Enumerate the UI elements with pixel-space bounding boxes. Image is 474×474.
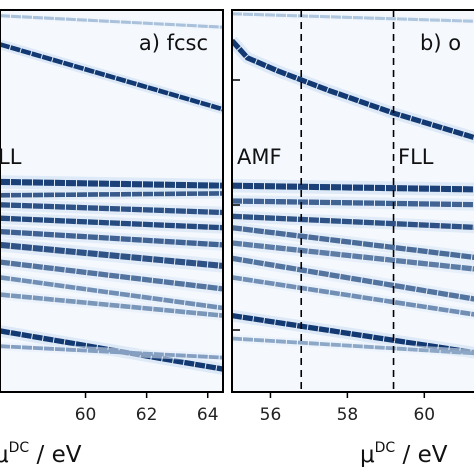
band-line — [232, 336, 474, 356]
panel-a-heatmap: 60 62 64 a) fcsc LL μDC / eV — [0, 9, 224, 468]
band-line — [0, 178, 223, 189]
band-line — [232, 240, 474, 272]
band-line — [0, 215, 223, 231]
band-line — [0, 259, 223, 292]
panel-a-x-axis-label: μDC / eV — [0, 440, 82, 468]
panel-b-label: b) o — [420, 31, 461, 55]
x-tick-label: 62 — [136, 405, 158, 425]
band-line — [232, 12, 474, 23]
panel-b-bands — [232, 10, 474, 359]
band-line — [0, 42, 223, 112]
panel-a-region-label-ll: LL — [0, 145, 22, 169]
panel-b-dashed-lines — [300, 10, 395, 392]
x-tick-label: 60 — [413, 405, 435, 425]
panel-b-heatmap: 56 58 60 b) o AMF FLL μDC / eV — [231, 9, 474, 468]
panel-a-frame — [0, 9, 224, 393]
x-tick-label: 56 — [260, 405, 282, 425]
band-line — [232, 198, 474, 208]
band-line — [232, 255, 474, 302]
band-line — [0, 202, 223, 216]
x-tick-label: 58 — [337, 405, 359, 425]
band-line — [232, 38, 474, 141]
band-line — [232, 275, 474, 317]
x-tick-label: 64 — [197, 405, 219, 425]
band-line — [232, 213, 474, 230]
band-line — [0, 275, 223, 311]
band-line — [0, 241, 223, 269]
panel-b-region-label-amf: AMF — [237, 145, 282, 169]
panel-b-region-label-fll: FLL — [398, 145, 434, 169]
band-line — [0, 292, 223, 318]
band-line — [232, 182, 474, 193]
panel-b-x-axis-label: μDC / eV — [360, 440, 448, 468]
panel-b-x-ticks: 56 58 60 — [260, 392, 435, 425]
x-tick-label: 60 — [75, 405, 97, 425]
band-line — [0, 228, 223, 248]
band-line — [0, 191, 223, 198]
panel-a-x-ticks: 60 62 64 — [75, 392, 219, 425]
panel-b-frame — [231, 9, 474, 393]
band-line — [0, 14, 223, 29]
band-line — [232, 225, 474, 260]
panel-a-bands — [0, 12, 223, 375]
band-line — [0, 344, 223, 360]
panel-a-label: a) fcsc — [139, 31, 208, 55]
